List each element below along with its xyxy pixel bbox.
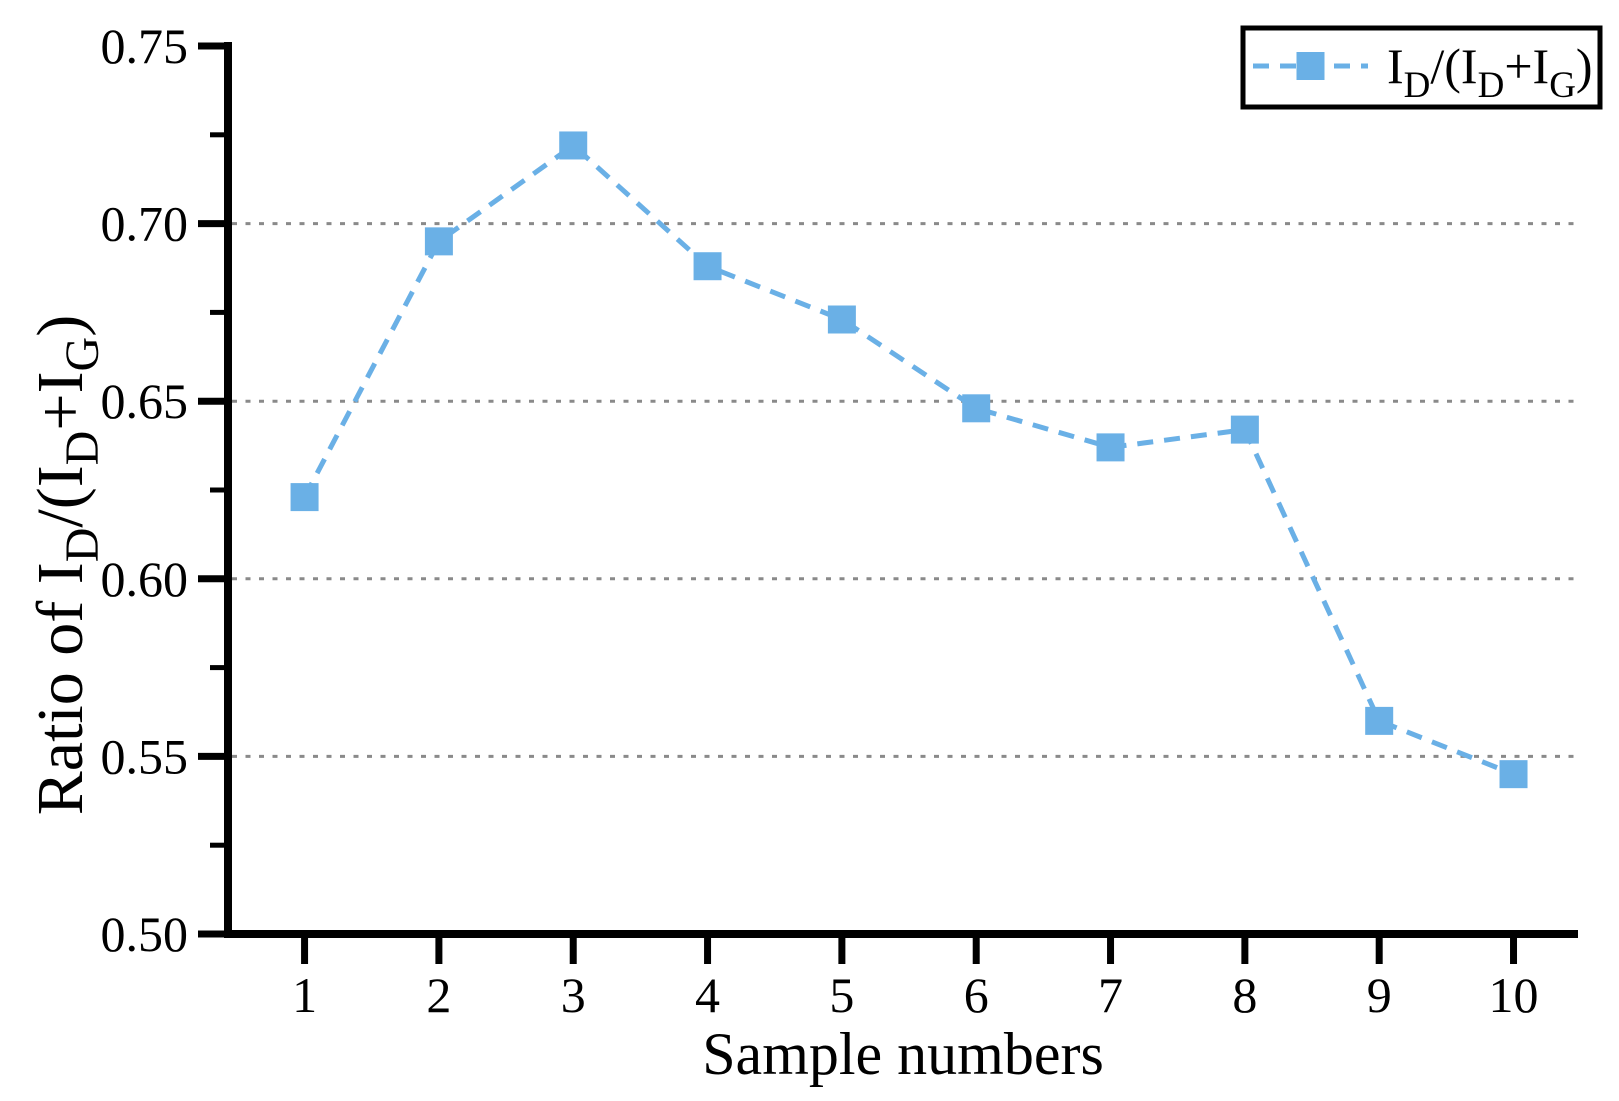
x-axis-title: Sample numbers bbox=[702, 1021, 1104, 1087]
data-point-marker-7 bbox=[1096, 433, 1125, 462]
x-tick-label: 2 bbox=[426, 967, 451, 1023]
x-tick-label: 9 bbox=[1367, 967, 1392, 1023]
data-point-marker-6 bbox=[962, 394, 991, 423]
x-tick-label: 10 bbox=[1489, 967, 1539, 1023]
data-point-marker-8 bbox=[1230, 415, 1259, 444]
x-tick-label: 3 bbox=[561, 967, 586, 1023]
data-line bbox=[302, 142, 1515, 777]
y-tick-label: 0.55 bbox=[101, 728, 189, 784]
data-point-marker-2 bbox=[424, 227, 453, 256]
x-tick-label: 4 bbox=[695, 967, 720, 1023]
x-tick-label: 1 bbox=[292, 967, 317, 1023]
data-point-marker-5 bbox=[827, 305, 856, 334]
data-series-group bbox=[290, 131, 1528, 789]
y-tick-label: 0.70 bbox=[101, 196, 189, 252]
data-point-marker-1 bbox=[290, 483, 319, 512]
y-tick-label: 0.75 bbox=[101, 18, 189, 74]
legend-label: ID/(ID+IG) bbox=[1387, 38, 1593, 106]
x-tick-label: 6 bbox=[964, 967, 989, 1023]
data-point-marker-10 bbox=[1499, 760, 1528, 789]
x-tick-label: 7 bbox=[1098, 967, 1123, 1023]
x-tick-label: 5 bbox=[829, 967, 854, 1023]
x-tick-label: 8 bbox=[1232, 967, 1257, 1023]
legend-marker bbox=[1296, 52, 1325, 80]
y-tick-label: 0.50 bbox=[101, 906, 189, 962]
data-point-marker-3 bbox=[559, 131, 588, 160]
y-axis-title: Ratio of ID/(ID+IG) bbox=[24, 315, 109, 815]
y-tick-label: 0.60 bbox=[101, 551, 189, 607]
y-tick-label: 0.65 bbox=[101, 373, 189, 429]
axes-group: 0.50 0.55 0.60 0.65 0.70 0.75 1 2 3 4 5 6 7 8 9 10 bbox=[101, 18, 1578, 1023]
gridlines-group bbox=[232, 222, 1578, 758]
legend: ID/(ID+IG) bbox=[1240, 25, 1603, 110]
data-point-marker-4 bbox=[693, 252, 722, 281]
data-point-marker-9 bbox=[1365, 706, 1394, 735]
y-axis-title-group: Ratio of ID/(ID+IG) bbox=[24, 315, 109, 815]
